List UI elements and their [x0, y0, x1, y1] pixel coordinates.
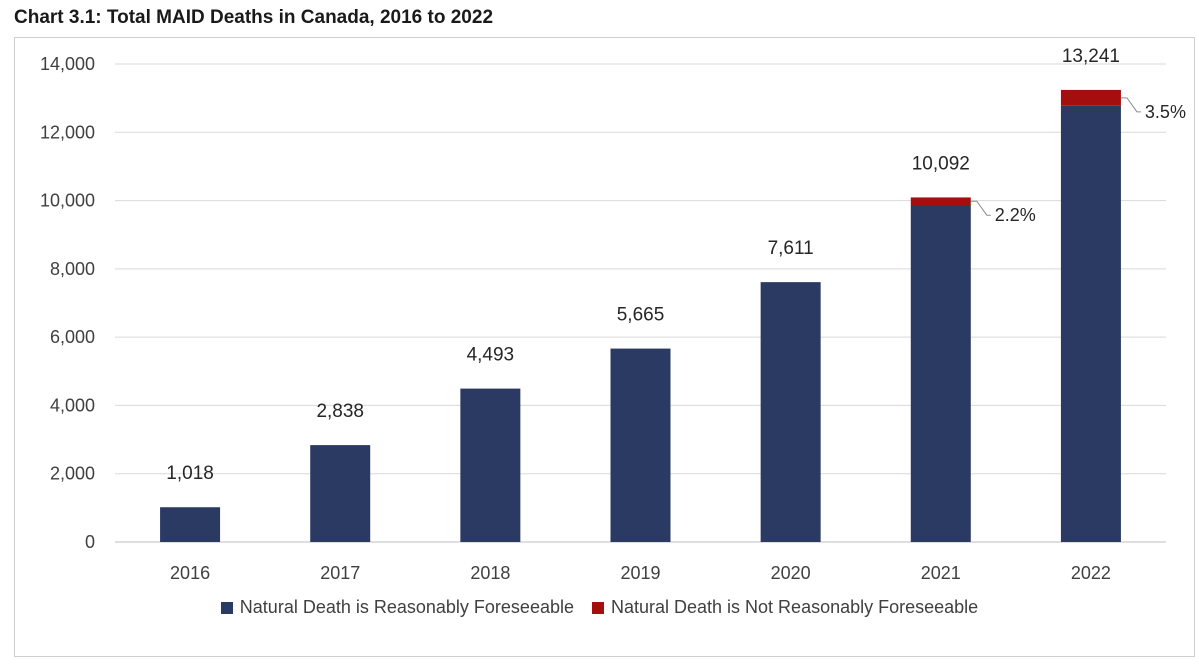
legend-label-not-reasonably-foreseeable: Natural Death is Not Reasonably Foreseea… [610, 597, 979, 617]
bar-total-label: 1,018 [166, 463, 214, 484]
x-tick-label: 2021 [921, 563, 961, 583]
bar-total-label: 5,665 [617, 305, 665, 326]
y-tick-label: 0 [85, 532, 95, 552]
percent-leader-line [970, 200, 991, 216]
bar-total-label: 10,092 [912, 153, 970, 174]
y-tick-label: 12,000 [40, 122, 95, 142]
x-tick-label: 2020 [771, 563, 811, 583]
bar-total-label: 4,493 [467, 345, 515, 366]
x-tick-label: 2016 [170, 563, 210, 583]
bar-not-reasonably-foreseeable [910, 197, 971, 206]
x-tick-label: 2017 [320, 563, 360, 583]
y-tick-label: 2,000 [50, 464, 95, 484]
y-tick-label: 8,000 [50, 259, 95, 279]
percent-label: 3.5% [1145, 102, 1186, 122]
legend-swatch-not-reasonably-foreseeable [591, 601, 604, 614]
chart-title: Chart 3.1: Total MAID Deaths in Canada, … [14, 7, 494, 28]
bar-reasonably-foreseeable [1060, 105, 1121, 543]
bar-total-label: 2,838 [316, 401, 364, 422]
bar-reasonably-foreseeable [910, 205, 971, 542]
bar-total-label: 7,611 [768, 238, 814, 259]
y-tick-label: 14,000 [40, 54, 95, 74]
chart-legend: Natural Death is Reasonably Foreseeable … [0, 597, 1199, 618]
percent-leader-line [1120, 97, 1141, 113]
x-tick-label: 2022 [1071, 563, 1111, 583]
x-tick-label: 2018 [470, 563, 510, 583]
bar-reasonably-foreseeable [310, 445, 371, 542]
y-tick-label: 4,000 [50, 395, 95, 415]
y-tick-label: 10,000 [40, 191, 95, 211]
bar-total-label: 13,241 [1062, 46, 1120, 67]
bar-reasonably-foreseeable [760, 282, 821, 542]
legend-label-reasonably-foreseeable: Natural Death is Reasonably Foreseeable [239, 597, 574, 617]
legend-swatch-reasonably-foreseeable [220, 601, 233, 614]
legend-entry-not-reasonably-foreseeable: Natural Death is Not Reasonably Foreseea… [591, 597, 979, 618]
bar-reasonably-foreseeable [610, 348, 671, 542]
legend-entry-reasonably-foreseeable: Natural Death is Reasonably Foreseeable [220, 597, 574, 618]
chart-frame [14, 37, 1195, 657]
bar-reasonably-foreseeable [160, 507, 221, 542]
x-tick-label: 2019 [620, 563, 660, 583]
percent-label: 2.2% [995, 205, 1036, 225]
bar-reasonably-foreseeable [460, 388, 521, 542]
y-tick-label: 6,000 [50, 327, 95, 347]
bar-not-reasonably-foreseeable [1060, 89, 1121, 106]
